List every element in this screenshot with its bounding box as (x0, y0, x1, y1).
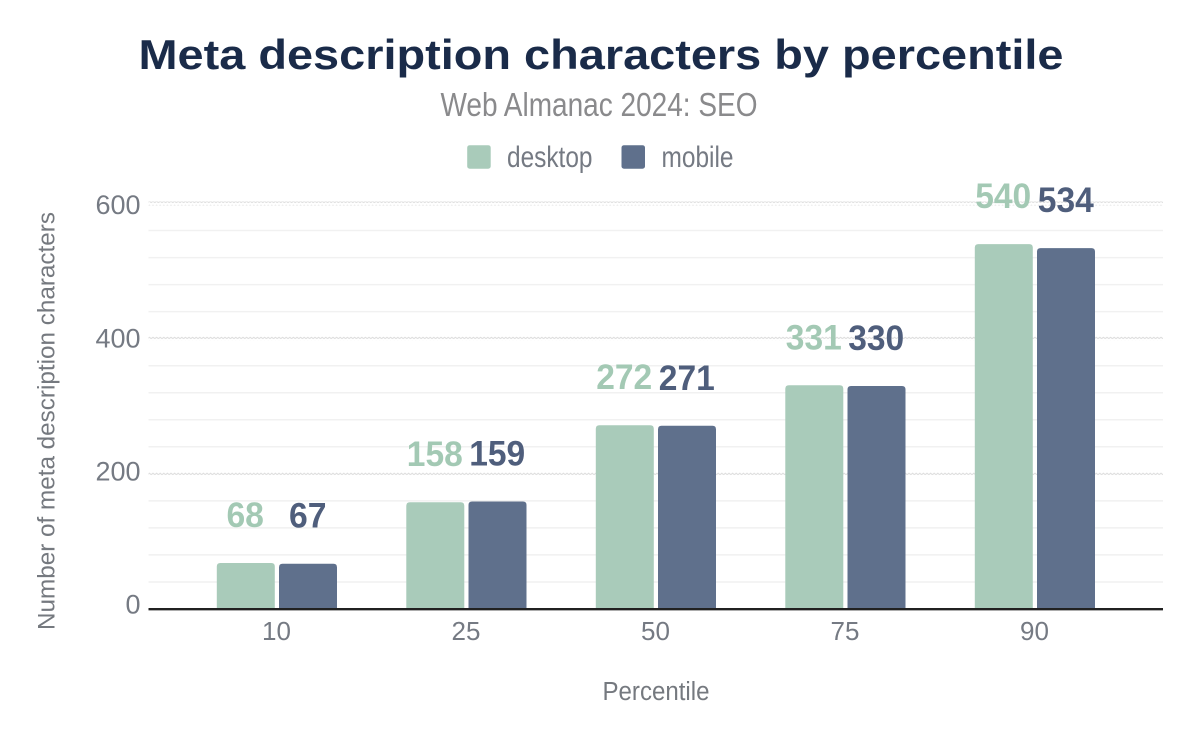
svg-text:200: 200 (95, 457, 140, 487)
svg-text:Web Almanac 2024: SEO: Web Almanac 2024: SEO (441, 86, 758, 123)
svg-text:159: 159 (469, 435, 525, 474)
svg-text:Number of meta description cha: Number of meta description characters (34, 212, 61, 630)
svg-text:90: 90 (1020, 616, 1049, 646)
svg-text:158: 158 (407, 435, 463, 474)
svg-text:400: 400 (95, 324, 140, 354)
svg-text:331: 331 (786, 318, 842, 357)
svg-text:67: 67 (289, 497, 327, 536)
svg-text:0: 0 (125, 590, 140, 620)
svg-text:Percentile: Percentile (603, 678, 710, 706)
svg-text:Meta description characters by: Meta description characters by percentil… (139, 31, 1064, 78)
svg-text:desktop: desktop (507, 141, 593, 174)
svg-text:mobile: mobile (662, 141, 734, 174)
svg-text:50: 50 (641, 616, 670, 646)
svg-text:534: 534 (1038, 181, 1095, 220)
svg-text:75: 75 (831, 616, 860, 646)
svg-text:272: 272 (596, 358, 652, 397)
svg-text:600: 600 (95, 190, 140, 220)
svg-text:25: 25 (452, 616, 481, 646)
svg-text:10: 10 (262, 616, 291, 646)
svg-text:68: 68 (226, 496, 264, 535)
svg-text:271: 271 (659, 359, 715, 398)
svg-text:540: 540 (975, 177, 1031, 216)
svg-text:330: 330 (848, 319, 904, 358)
